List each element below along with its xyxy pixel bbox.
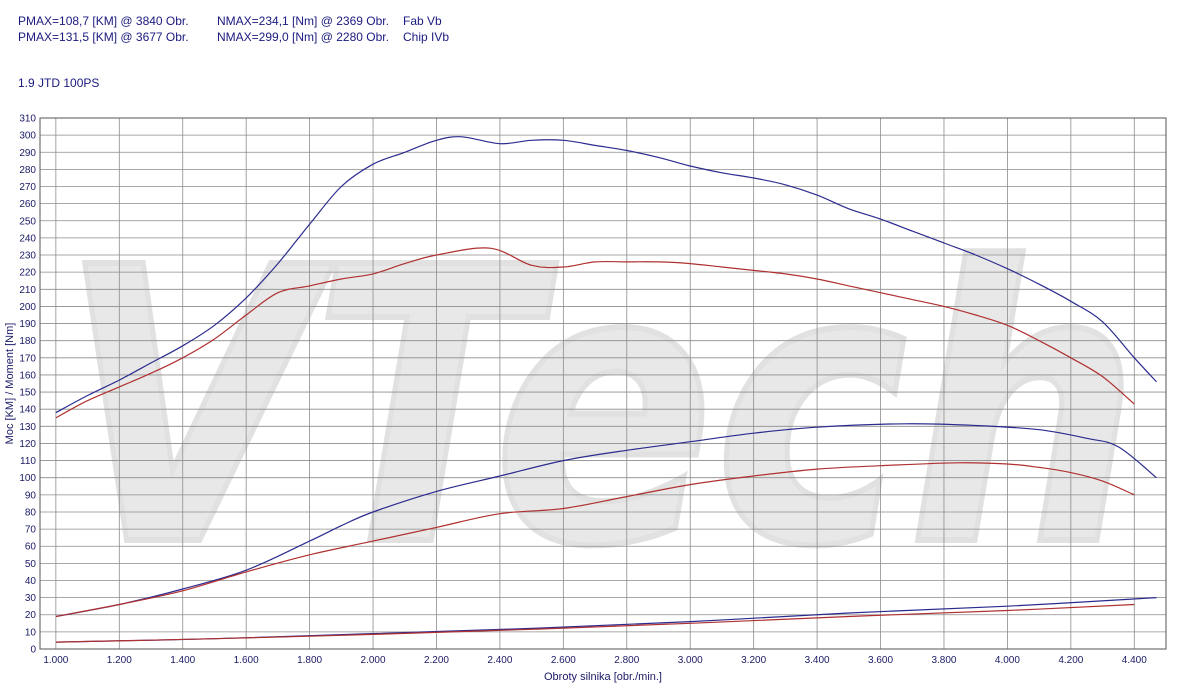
y-tick-label: 250 <box>19 216 36 227</box>
y-tick-label: 70 <box>25 525 37 536</box>
engine-label: 1.9 JTD 100PS <box>18 76 100 90</box>
plot-frame <box>39 117 1167 650</box>
y-tick-label: 10 <box>25 627 37 638</box>
y-tick-label: 260 <box>19 199 36 210</box>
y-tick-label: 80 <box>25 507 37 518</box>
y-tick-label: 110 <box>20 456 36 467</box>
y-tick-label: 300 <box>19 131 36 142</box>
header-row-1-nmax: NMAX=234,1 [Nm] @ 2369 Obr. <box>217 14 389 28</box>
y-tick-label: 0 <box>30 645 36 656</box>
y-tick-label: 270 <box>19 182 36 193</box>
x-axis-label: Obroty silnika [obr./min.] <box>544 671 662 683</box>
header-row-1-name: Fab Vb <box>403 14 442 28</box>
x-tick-label: 2.600 <box>551 655 576 666</box>
series-line-stock-power <box>55 462 1135 618</box>
y-tick-label: 30 <box>25 593 37 604</box>
y-tick-label: 140 <box>19 405 36 416</box>
y-tick-label: 40 <box>25 576 37 587</box>
y-tick-label: 200 <box>19 302 36 313</box>
x-tick-label: 1.800 <box>297 655 322 666</box>
y-tick-label: 50 <box>25 559 37 570</box>
y-tick-label: 60 <box>25 542 37 553</box>
x-tick-label: 3.000 <box>678 655 703 666</box>
y-tick-label: 100 <box>19 473 36 484</box>
y-tick-label: 170 <box>19 353 36 364</box>
series-line-chip-power <box>55 423 1157 618</box>
x-tick-label: 3.200 <box>741 655 766 666</box>
x-tick-label: 1.000 <box>43 655 68 666</box>
x-tick-label: 2.200 <box>424 655 449 666</box>
x-tick-label: 2.000 <box>361 655 386 666</box>
y-axis-ticks: 0 10 20 30 40 50 60 70 80 90 100 110 120 130 140 150 160… <box>19 114 36 656</box>
chart-series <box>55 136 1157 643</box>
y-tick-label: 210 <box>19 285 36 296</box>
y-tick-label: 230 <box>19 251 36 262</box>
y-tick-label: 190 <box>19 319 36 330</box>
y-tick-label: 150 <box>19 388 36 399</box>
x-tick-label: 1.200 <box>107 655 132 666</box>
y-tick-label: 90 <box>25 490 37 501</box>
x-tick-label: 1.600 <box>234 655 259 666</box>
watermark-text: VTech <box>60 187 1140 630</box>
series-line-stock-losses <box>55 603 1135 643</box>
header-row-2-name: Chip IVb <box>403 30 450 44</box>
y-tick-label: 20 <box>25 610 37 621</box>
series-line-chip-torque <box>55 136 1157 414</box>
y-tick-label: 290 <box>19 148 36 159</box>
header-row-2-nmax: NMAX=299,0 [Nm] @ 2280 Obr. <box>217 30 389 44</box>
y-tick-label: 160 <box>19 370 36 381</box>
x-tick-label: 4.000 <box>995 655 1020 666</box>
x-tick-label: 4.200 <box>1058 655 1083 666</box>
y-tick-label: 220 <box>19 268 36 279</box>
x-tick-label: 2.400 <box>487 655 512 666</box>
series-line-stock-torque <box>55 247 1135 419</box>
x-tick-label: 2.800 <box>614 655 639 666</box>
y-tick-label: 120 <box>19 439 36 450</box>
x-tick-label: 3.800 <box>931 655 956 666</box>
header-row-1-pmax: PMAX=108,7 [KM] @ 3840 Obr. <box>18 14 189 28</box>
y-tick-label: 180 <box>19 336 36 347</box>
watermark-logo: VTech <box>57 184 1143 633</box>
y-tick-label: 280 <box>19 165 36 176</box>
x-tick-label: 4.400 <box>1122 655 1147 666</box>
x-tick-label: 3.600 <box>868 655 893 666</box>
y-tick-label: 240 <box>19 233 36 244</box>
x-tick-label: 3.400 <box>805 655 830 666</box>
x-tick-label: 1.400 <box>170 655 195 666</box>
y-tick-label: 130 <box>19 422 36 433</box>
header-row-2-pmax: PMAX=131,5 [KM] @ 3677 Obr. <box>18 30 189 44</box>
y-tick-label: 310 <box>19 114 36 125</box>
chart-grid <box>40 117 1166 650</box>
x-axis-ticks: 1.000 1.200 1.400 1.600 1.800 2.000 2.200 2.400… <box>43 655 1147 666</box>
y-axis-label: Moc [KM] / Moment [Nm] <box>4 323 16 445</box>
